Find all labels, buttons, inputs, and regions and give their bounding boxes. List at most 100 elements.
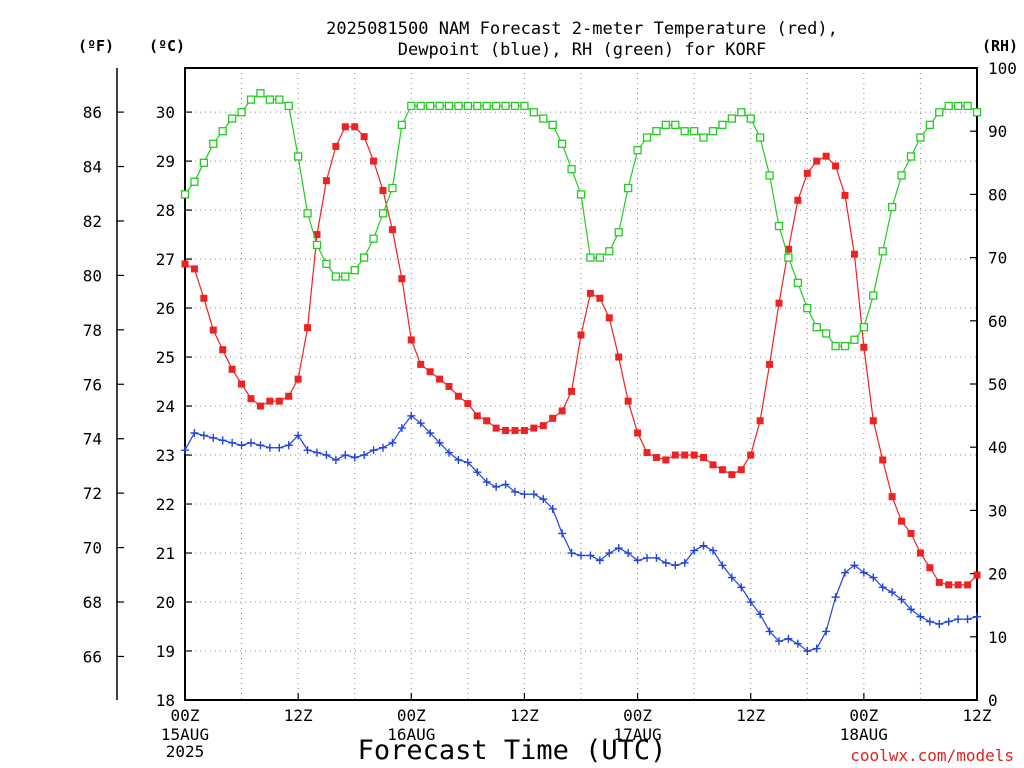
data-point-dewpoint bbox=[775, 637, 783, 646]
fahrenheit-tick-label: 70 bbox=[83, 539, 102, 558]
time-tick-label: 00Z bbox=[623, 706, 652, 725]
data-point-temperature bbox=[520, 427, 528, 435]
data-point-rh bbox=[774, 221, 784, 231]
data-point-temperature bbox=[586, 289, 594, 297]
data-point-rh bbox=[897, 171, 906, 180]
data-point-rh bbox=[520, 101, 529, 111]
data-point-temperature bbox=[916, 549, 924, 557]
data-point-temperature bbox=[624, 397, 632, 405]
celsius-tick-label: 24 bbox=[156, 397, 175, 416]
celsius-tick-label: 20 bbox=[156, 593, 175, 612]
data-point-rh bbox=[256, 89, 265, 98]
data-point-temperature bbox=[464, 400, 472, 408]
data-point-dewpoint bbox=[907, 605, 915, 614]
celsius-tick-label: 22 bbox=[156, 495, 175, 514]
fahrenheit-tick-label: 82 bbox=[83, 212, 102, 231]
data-point-dewpoint bbox=[529, 490, 538, 499]
data-point-dewpoint bbox=[331, 455, 340, 464]
data-point-rh bbox=[303, 209, 312, 218]
data-point-rh bbox=[227, 114, 237, 123]
fahrenheit-unit-label: (ºF) bbox=[78, 37, 114, 55]
data-point-dewpoint bbox=[614, 544, 623, 553]
data-point-temperature bbox=[558, 407, 566, 415]
data-point-dewpoint bbox=[888, 588, 897, 597]
data-point-rh bbox=[425, 101, 435, 111]
rh-tick-label: 50 bbox=[988, 375, 1007, 394]
data-point-temperature bbox=[652, 453, 660, 461]
data-point-dewpoint bbox=[822, 627, 831, 636]
data-point-dewpoint bbox=[284, 441, 293, 450]
data-point-dewpoint bbox=[294, 431, 303, 440]
data-point-dewpoint bbox=[746, 598, 755, 607]
data-point-dewpoint bbox=[718, 561, 727, 570]
data-point-temperature bbox=[822, 152, 830, 160]
data-point-rh bbox=[529, 108, 539, 117]
fahrenheit-tick-label: 86 bbox=[83, 103, 102, 122]
data-point-temperature bbox=[775, 299, 783, 307]
celsius-tick-label: 25 bbox=[156, 348, 175, 367]
data-point-temperature bbox=[643, 449, 651, 457]
data-point-dewpoint bbox=[209, 433, 218, 442]
data-point-dewpoint bbox=[501, 480, 510, 489]
data-point-rh bbox=[916, 133, 925, 142]
data-point-dewpoint bbox=[435, 438, 444, 447]
fahrenheit-tick-label: 72 bbox=[83, 484, 102, 503]
data-point-temperature bbox=[615, 353, 623, 361]
credit-text: coolwx.com/models bbox=[850, 746, 1014, 765]
rh-tick-label: 0 bbox=[988, 691, 998, 710]
data-point-temperature bbox=[209, 326, 217, 334]
data-point-dewpoint bbox=[586, 551, 595, 560]
data-point-dewpoint bbox=[831, 593, 840, 602]
data-point-rh bbox=[407, 101, 416, 111]
data-point-rh bbox=[473, 101, 482, 111]
data-point-temperature bbox=[351, 123, 359, 131]
data-point-rh bbox=[397, 120, 407, 130]
data-point-rh bbox=[718, 120, 727, 130]
data-point-dewpoint bbox=[690, 546, 699, 555]
data-point-rh bbox=[878, 247, 887, 256]
fahrenheit-tick-label: 68 bbox=[83, 593, 102, 612]
data-point-rh bbox=[925, 120, 935, 130]
data-point-rh bbox=[689, 127, 699, 136]
data-point-temperature bbox=[445, 382, 453, 390]
data-point-rh bbox=[953, 101, 963, 111]
data-point-rh bbox=[605, 247, 614, 256]
data-point-temperature bbox=[502, 427, 510, 435]
data-point-temperature bbox=[294, 375, 302, 383]
data-point-dewpoint bbox=[577, 551, 585, 560]
data-point-dewpoint bbox=[303, 446, 312, 455]
fahrenheit-axis: 66 68 70 72 74 76 78 80 82 84 86 bbox=[83, 103, 124, 666]
data-point-rh bbox=[510, 101, 520, 111]
data-point-rh bbox=[765, 171, 774, 180]
data-point-dewpoint bbox=[199, 431, 208, 440]
data-point-temperature bbox=[832, 162, 840, 170]
data-point-temperature bbox=[869, 417, 877, 425]
data-point-dewpoint bbox=[341, 451, 350, 460]
data-point-rh bbox=[284, 101, 293, 111]
data-point-rh bbox=[218, 127, 227, 136]
data-point-rh bbox=[331, 272, 341, 281]
data-point-temperature bbox=[322, 177, 330, 185]
data-point-rh bbox=[350, 266, 359, 275]
data-point-temperature bbox=[803, 169, 811, 177]
data-point-dewpoint bbox=[492, 482, 501, 491]
celsius-tick-label: 26 bbox=[156, 299, 175, 318]
data-point-rh bbox=[444, 101, 454, 111]
data-point-rh bbox=[463, 101, 473, 111]
data-point-temperature bbox=[360, 133, 368, 141]
data-point-dewpoint bbox=[379, 443, 387, 452]
data-point-temperature bbox=[190, 265, 198, 273]
data-point-temperature bbox=[945, 581, 953, 589]
data-point-dewpoint bbox=[416, 419, 425, 428]
data-point-rh bbox=[180, 190, 190, 199]
celsius-tick-label: 29 bbox=[156, 152, 175, 171]
data-point-dewpoint bbox=[237, 441, 246, 450]
data-point-rh bbox=[708, 127, 718, 136]
data-point-rh bbox=[595, 253, 605, 262]
data-point-dewpoint bbox=[633, 556, 642, 565]
data-point-dewpoint bbox=[944, 617, 953, 626]
data-point-temperature bbox=[898, 517, 906, 525]
data-point-dewpoint bbox=[265, 443, 274, 452]
data-point-temperature bbox=[907, 529, 915, 537]
data-point-temperature bbox=[860, 343, 868, 351]
